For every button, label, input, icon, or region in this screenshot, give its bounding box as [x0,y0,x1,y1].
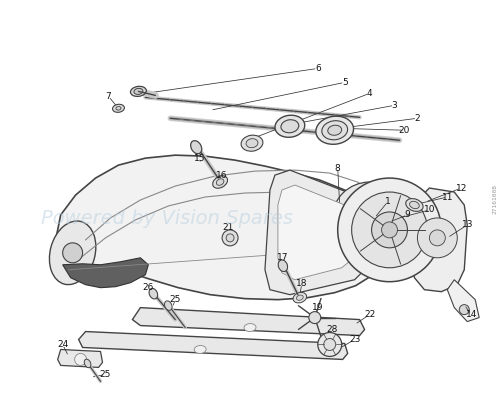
Circle shape [382,222,398,238]
Ellipse shape [281,120,299,133]
Text: 20: 20 [399,126,410,135]
Circle shape [429,230,446,246]
Text: 3: 3 [392,101,397,110]
Ellipse shape [293,293,306,303]
Text: 23: 23 [349,335,360,344]
Text: 11: 11 [442,193,453,201]
Ellipse shape [112,104,124,112]
Ellipse shape [328,125,342,135]
Circle shape [62,243,83,263]
Ellipse shape [84,359,91,368]
Ellipse shape [191,140,202,154]
Text: 17: 17 [277,253,289,262]
Text: 1: 1 [385,197,391,207]
Circle shape [338,178,442,282]
Text: 25: 25 [169,295,181,304]
Text: 28: 28 [326,325,337,334]
Circle shape [332,182,407,258]
Ellipse shape [241,135,263,151]
Ellipse shape [216,179,224,185]
Text: 8: 8 [335,164,341,173]
Text: 13: 13 [462,220,473,229]
Text: 26: 26 [143,283,154,292]
Text: 18: 18 [296,279,307,288]
Text: 14: 14 [466,310,477,319]
Ellipse shape [296,295,303,300]
Ellipse shape [322,121,348,140]
Circle shape [75,353,87,365]
Circle shape [371,212,407,248]
Text: 2: 2 [415,114,420,123]
Polygon shape [278,185,358,280]
Text: 15: 15 [195,154,206,163]
Ellipse shape [164,301,172,310]
Ellipse shape [194,345,206,353]
Text: 24: 24 [57,340,68,349]
Text: 27161008: 27161008 [492,184,497,214]
Ellipse shape [406,199,423,211]
Circle shape [222,230,238,246]
Ellipse shape [49,221,96,285]
Ellipse shape [244,324,256,332]
Circle shape [417,218,457,258]
Polygon shape [411,188,467,292]
Ellipse shape [131,86,146,96]
Text: 22: 22 [364,310,375,319]
Ellipse shape [275,115,305,137]
Text: 9: 9 [405,211,410,219]
Polygon shape [448,280,479,322]
Text: 4: 4 [367,89,372,98]
Text: 21: 21 [222,223,234,232]
Text: 19: 19 [312,303,324,312]
Circle shape [226,234,234,242]
Ellipse shape [246,139,258,148]
Ellipse shape [316,116,354,144]
Circle shape [324,339,336,351]
Text: Powered by Vision Spares: Powered by Vision Spares [41,209,293,228]
Text: 16: 16 [216,171,228,179]
Ellipse shape [149,289,158,299]
Text: 5: 5 [342,78,348,87]
Polygon shape [133,308,364,336]
Ellipse shape [278,260,288,271]
Circle shape [459,304,469,314]
Text: 7: 7 [106,92,111,101]
Text: 10: 10 [424,205,435,215]
Polygon shape [57,349,102,367]
Circle shape [309,312,321,324]
Text: 6: 6 [315,64,321,73]
Ellipse shape [213,176,227,188]
Ellipse shape [134,88,143,94]
Polygon shape [265,170,374,295]
Text: 25: 25 [100,370,111,379]
Polygon shape [62,258,148,288]
Polygon shape [79,332,348,359]
Circle shape [352,192,427,268]
Polygon shape [55,155,386,300]
Ellipse shape [410,201,419,209]
Circle shape [318,333,342,357]
Text: 12: 12 [456,183,467,193]
